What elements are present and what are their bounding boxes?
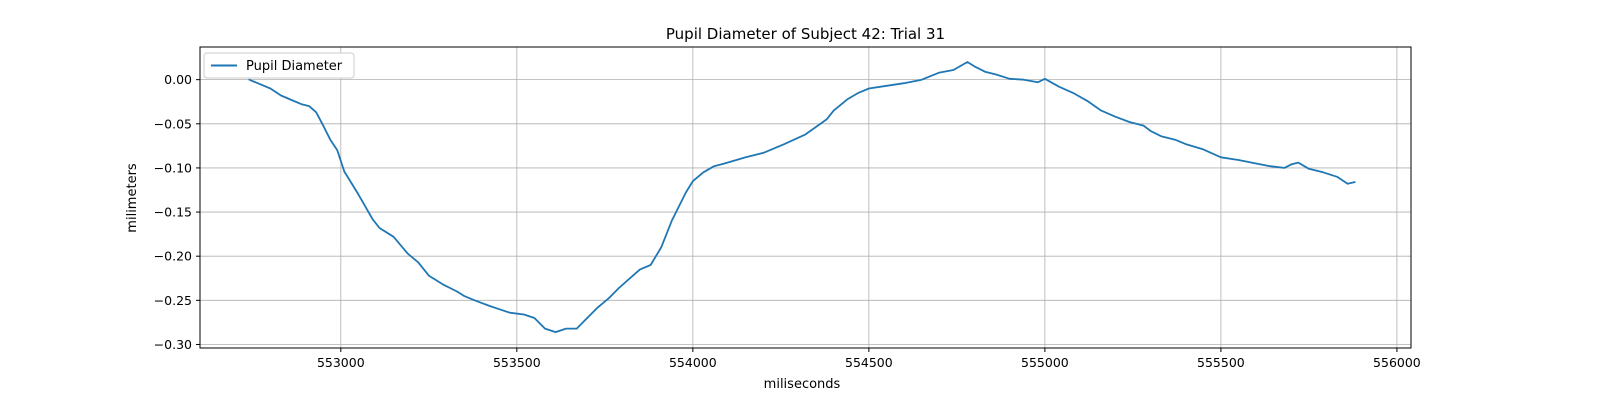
legend-series-label: Pupil Diameter [246,59,343,74]
legend-box [203,52,355,79]
x-axis: 553000 553500 554000 554500 555000 555500 5560… [317,348,1421,370]
series-line-pupil-diameter [248,61,1356,334]
x-tick-label: 554000 [669,355,717,370]
x-tick-label: 554500 [845,355,893,370]
x-axis-label: miliseconds [764,377,841,392]
series-layer [248,61,1356,334]
legend: Pupil Diameter [203,52,355,79]
plot-area-frame [199,46,1412,349]
grid [200,47,1411,348]
y-tick-label: −0.05 [154,116,192,131]
x-tick-label: 553000 [317,355,365,370]
y-axis: 0.00 −0.05 −0.10 −0.15 −0.20 −0.25 −0.30 [154,72,200,352]
y-tick-label: −0.30 [154,337,192,352]
x-tick-label: 555000 [1021,355,1069,370]
y-tick-label: −0.10 [154,160,192,175]
y-axis-label: milimeters [125,163,140,233]
chart-title: Pupil Diameter of Subject 42: Trial 31 [666,25,945,43]
y-tick-label: −0.15 [154,205,192,220]
y-tick-label: 0.00 [164,72,192,87]
y-tick-label: −0.20 [154,249,192,264]
y-tick-label: −0.25 [154,293,192,308]
x-tick-label: 556000 [1373,355,1421,370]
x-tick-label: 555500 [1197,355,1245,370]
x-tick-label: 553500 [493,355,541,370]
